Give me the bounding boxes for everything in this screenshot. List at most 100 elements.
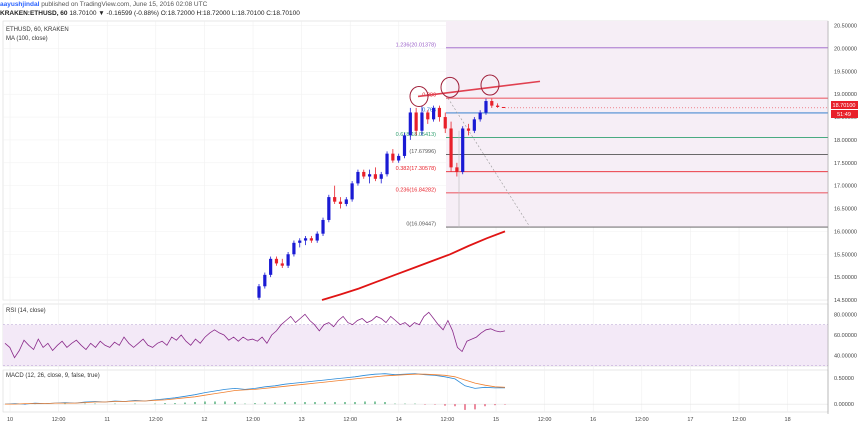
resistance-trendline — [417, 80, 541, 98]
price-tick-label: 17.00000 — [834, 184, 857, 190]
candle-body — [315, 233, 319, 241]
candle-body — [449, 128, 453, 168]
macd-pane-frame — [2, 369, 829, 413]
rsi-tick-label: 80.00000 — [834, 312, 857, 318]
fib-level-label: 0.764 — [422, 107, 436, 113]
moving-average — [321, 230, 506, 301]
x-tick-label: 12:00 — [246, 417, 260, 423]
symbol-label: KRAKEN:ETHUSD, 60 — [0, 10, 68, 17]
candle-body — [309, 238, 313, 241]
x-tick-label: 12:00 — [52, 417, 66, 423]
rsi-pane — [3, 311, 828, 366]
candle-body — [466, 128, 471, 131]
x-tick-label: 16 — [590, 417, 596, 423]
legend-ma: MA (100, close) — [6, 36, 48, 42]
publish-info: aayushjindal published on TradingView.co… — [0, 0, 207, 9]
highlight-circle — [440, 76, 460, 98]
candle-body — [397, 155, 401, 161]
price-tick-label: 18.00000 — [834, 138, 857, 144]
price-tick-label: 20.50000 — [834, 24, 857, 30]
candle-body — [420, 112, 424, 131]
candle-body — [408, 112, 412, 136]
x-tick-label: 12:00 — [441, 417, 455, 423]
x-tick-label: 13 — [299, 417, 305, 423]
rsi-title: RSI (14, close) — [6, 308, 46, 314]
price-tick-label: 17.50000 — [834, 161, 857, 167]
candle-body — [414, 112, 418, 131]
x-tick-label: 11 — [104, 417, 110, 423]
price-tick-label: 20.00000 — [834, 46, 857, 52]
candle-body — [321, 219, 325, 234]
author-link[interactable]: aayushjindal — [0, 1, 40, 8]
x-tick-label: 10 — [7, 417, 13, 423]
candle-body — [327, 197, 331, 220]
price-tick-label: 19.50000 — [834, 69, 857, 75]
fib-diagonal — [447, 97, 531, 228]
highlight-circle — [480, 74, 500, 96]
publish-text: published on TradingView.com, June 15, 2… — [41, 1, 208, 8]
candle-body — [338, 201, 343, 204]
price-tick-label: 15.50000 — [834, 252, 857, 258]
candle-body — [443, 117, 447, 129]
candle-body — [292, 242, 296, 255]
fib-level-label: (17.67996) — [409, 149, 436, 155]
candle-body — [490, 101, 494, 106]
fib-level-label: 1.236(20.01378) — [396, 42, 437, 48]
candles — [257, 98, 506, 300]
candle-body — [426, 112, 430, 120]
candle-body — [478, 112, 482, 120]
candle-body — [385, 153, 389, 175]
x-tick-label: 12 — [201, 417, 207, 423]
candle-body — [298, 240, 302, 243]
x-tick-label: 12:00 — [149, 417, 163, 423]
price-tick-label: 16.50000 — [834, 207, 857, 213]
rsi-tick-label: 60.00000 — [834, 333, 857, 339]
last-price: 18.70100 — [833, 103, 856, 109]
candle-body — [437, 107, 442, 118]
macd-tick-label: 0.00000 — [834, 402, 854, 408]
candle-body — [501, 106, 506, 108]
rsi-band — [3, 324, 828, 366]
candle-body — [367, 174, 372, 177]
signal-line — [5, 373, 506, 405]
candle-body — [362, 171, 366, 177]
candle-body — [455, 167, 459, 172]
x-tick-label: 17 — [687, 417, 693, 423]
legend-title: ETHUSD, 60, KRAKEN — [6, 27, 69, 33]
macd-pane — [3, 373, 828, 410]
candle-body — [356, 171, 360, 184]
candle-body — [472, 119, 476, 131]
candle-body — [391, 153, 395, 161]
price-tick-label: 19.00000 — [834, 92, 857, 98]
candle-body — [257, 286, 261, 298]
price-tick-label: 18.50000 — [834, 115, 857, 121]
rsi-line — [4, 311, 506, 359]
annotations — [409, 74, 828, 109]
x-tick-label: 14 — [396, 417, 402, 423]
x-tick-label: 12:00 — [538, 417, 552, 423]
x-tick-label: 12:00 — [343, 417, 357, 423]
x-tick-label: 18 — [785, 417, 791, 423]
candle-body — [379, 174, 383, 179]
fib-level-label: 0(16.09447) — [406, 222, 436, 228]
candle-body — [373, 174, 377, 179]
candle-body — [496, 105, 500, 107]
candle-body — [269, 258, 273, 275]
countdown-tag — [831, 110, 858, 118]
fib-level-label: 0.236(16.84282) — [396, 187, 437, 193]
highlight-circle — [409, 85, 429, 107]
x-tick-label: 15 — [493, 417, 499, 423]
candle-body — [303, 238, 308, 241]
last-price-tag — [831, 101, 858, 109]
rsi-tick-label: 40.00000 — [834, 354, 857, 360]
candle-body — [350, 183, 354, 200]
symbol-info: KRAKEN:ETHUSD, 60 18.70100 ▼ -0.16599 (-… — [0, 9, 300, 18]
candle-body — [280, 263, 284, 266]
candle-body — [402, 135, 407, 156]
axes: 10 12:00 11 12:00 12 12:00 13 12:00 14 12:00 15 12:… — [7, 21, 857, 423]
candle-body — [432, 107, 436, 120]
fib-background — [446, 21, 828, 228]
macd-title: MACD (12, 26, close, 9, false, true) — [6, 373, 100, 379]
x-tick-label: 12:00 — [635, 417, 649, 423]
